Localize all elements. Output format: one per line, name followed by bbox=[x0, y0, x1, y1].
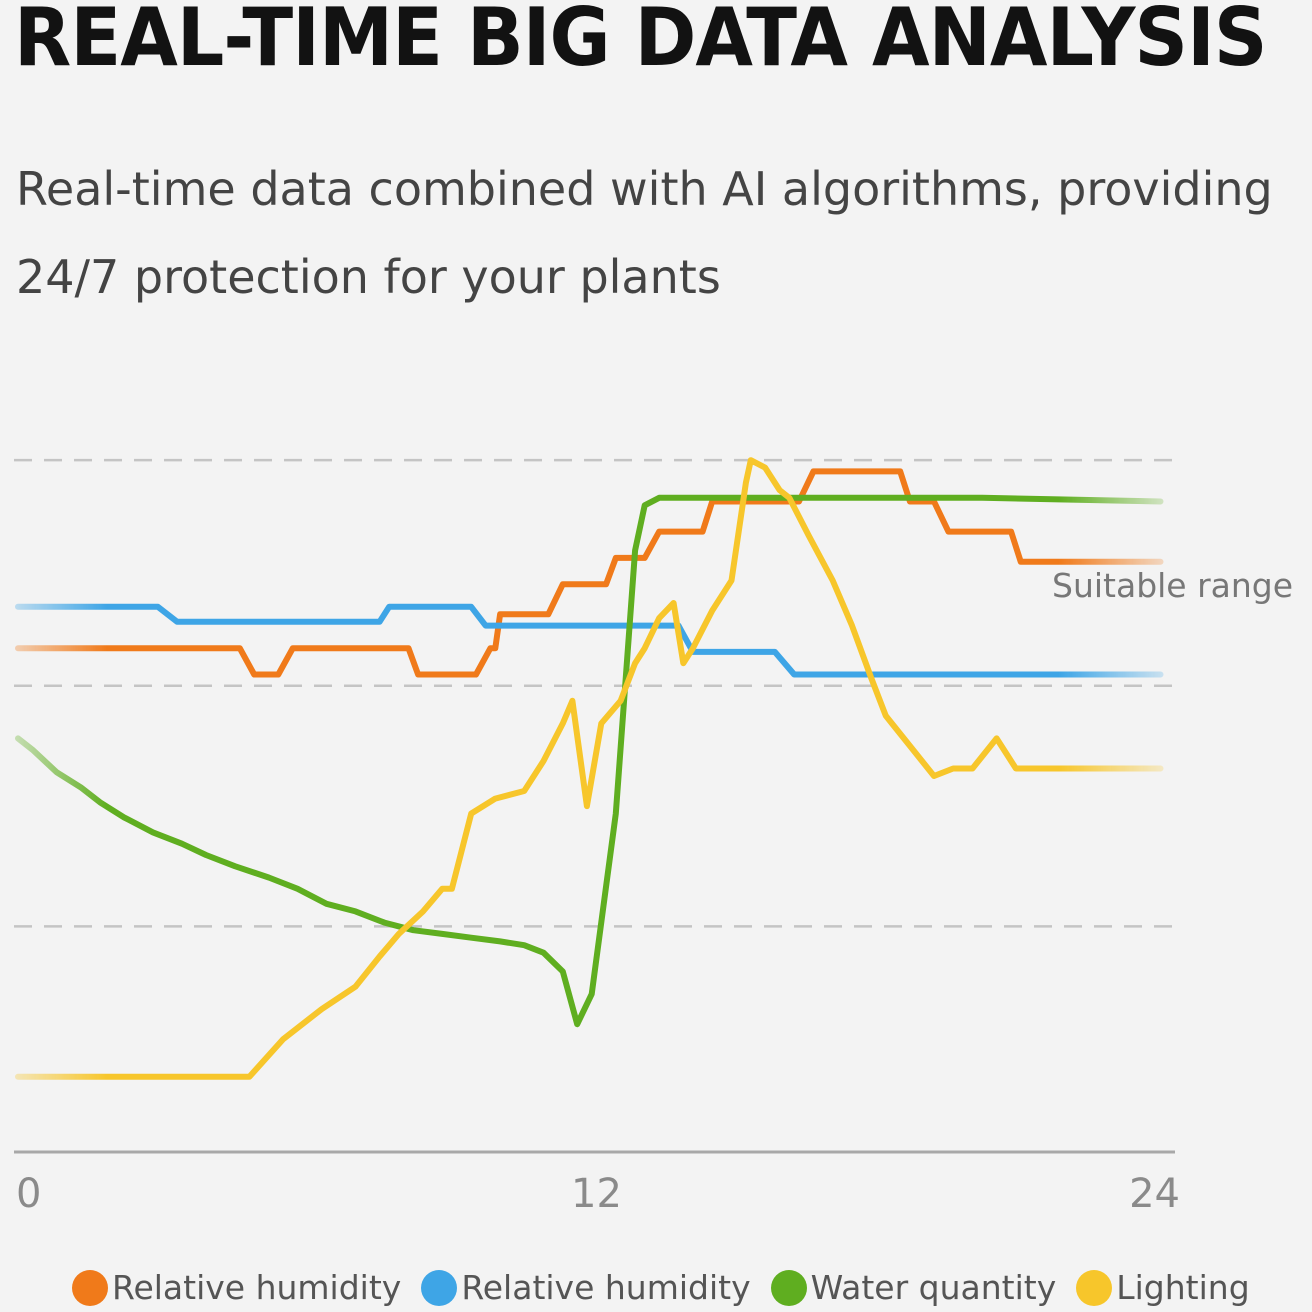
series-line-water-quantity-3 bbox=[15, 494, 1164, 1028]
legend-color-swatch bbox=[770, 1269, 807, 1306]
series-line-relative-humidity-1 bbox=[15, 468, 1164, 678]
suitable-range-label: Suitable range bbox=[1052, 566, 1293, 605]
legend-color-swatch bbox=[1076, 1269, 1113, 1306]
legend-label: Relative humidity bbox=[461, 1268, 751, 1307]
x-tick-label-0: 0 bbox=[16, 1171, 41, 1217]
legend-item-3: Water quantity bbox=[770, 1268, 1057, 1307]
page-subtitle: Real-time data combined with AI algorith… bbox=[16, 145, 1312, 321]
subtitle-line-2: 24/7 protection for your plants bbox=[16, 250, 721, 304]
chart-legend: Relative humidity Relative humidity Water … bbox=[72, 1268, 1270, 1307]
legend-item-2: Relative humidity bbox=[421, 1268, 751, 1307]
legend-item-4: Lighting bbox=[1076, 1268, 1250, 1307]
subtitle-line-1: Real-time data combined with AI algorith… bbox=[16, 162, 1273, 216]
page-title: REAL-TIME BIG DATA ANALYSIS bbox=[14, 0, 1267, 84]
series-line-relative-humidity-2 bbox=[15, 603, 1164, 678]
series-line-lighting-4 bbox=[15, 457, 1164, 1080]
legend-item-1: Relative humidity bbox=[72, 1268, 401, 1307]
legend-label: Lighting bbox=[1116, 1268, 1250, 1307]
legend-color-swatch bbox=[421, 1269, 458, 1306]
x-tick-label-24: 24 bbox=[1129, 1171, 1180, 1217]
legend-label: Relative humidity bbox=[112, 1268, 402, 1307]
legend-color-swatch bbox=[72, 1269, 108, 1306]
x-tick-label-12: 12 bbox=[571, 1171, 622, 1217]
legend-label: Water quantity bbox=[810, 1268, 1057, 1307]
